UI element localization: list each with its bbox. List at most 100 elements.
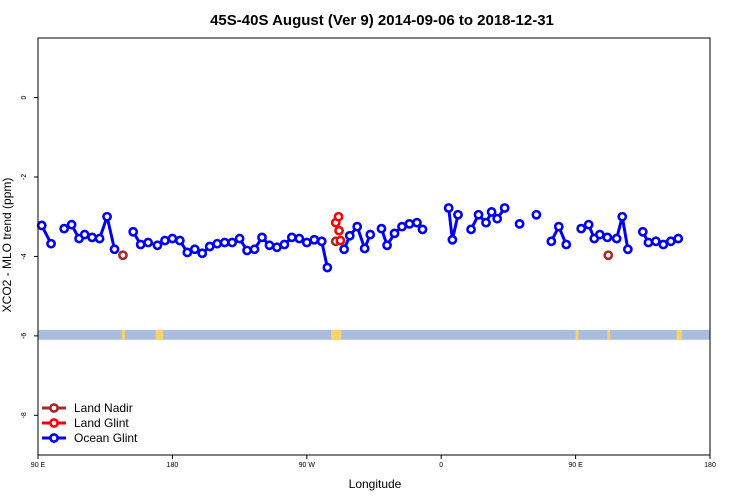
data-point <box>294 233 305 244</box>
legend-swatch-marker <box>49 403 59 413</box>
y-tick-label: -2 <box>21 174 28 180</box>
data-point <box>234 233 245 244</box>
plot-frame <box>37 37 711 456</box>
data-point <box>344 230 355 241</box>
data-point <box>637 226 648 237</box>
data-point <box>650 236 661 247</box>
land-segment <box>155 329 164 340</box>
data-point <box>404 218 415 229</box>
data-point <box>594 229 605 240</box>
y-tick-label: -8 <box>21 412 28 418</box>
legend-item: Ocean Glint <box>42 431 138 445</box>
data-point <box>272 242 282 253</box>
data-point <box>473 209 484 220</box>
data-point <box>365 229 376 240</box>
y-axis: 0 -2 -4 -6 -8 <box>21 96 38 418</box>
data-point <box>602 232 613 243</box>
data-point <box>279 239 290 250</box>
data-point <box>135 239 146 250</box>
x-tick-label: 90 W <box>299 462 316 469</box>
x-tick-label: 180 <box>167 462 179 469</box>
data-point <box>453 209 463 220</box>
data-point <box>204 241 215 252</box>
data-point <box>160 235 170 246</box>
data-point <box>622 244 633 255</box>
data-point <box>412 217 422 228</box>
data-point <box>94 233 105 244</box>
land-segment <box>122 329 125 340</box>
x-tick-label: 90 E <box>568 462 583 469</box>
data-point <box>109 244 120 255</box>
data-point <box>389 228 400 239</box>
y-tick-label: 0 <box>21 96 28 100</box>
chart-title: 45S-40S August (Ver 9) 2014-09-06 to 201… <box>210 12 554 29</box>
data-point <box>182 247 193 258</box>
legend-swatch-marker <box>49 418 59 428</box>
data-point <box>481 217 491 228</box>
data-point <box>264 240 275 251</box>
data-point <box>322 262 333 273</box>
data-point <box>617 211 628 222</box>
data-point <box>359 243 370 254</box>
legend-swatch-marker <box>49 433 59 443</box>
x-axis: 90 E 180 90 W 0 90 E 180 <box>31 455 716 469</box>
data-point <box>102 211 112 222</box>
data-point <box>499 203 510 213</box>
data-point <box>443 203 454 213</box>
series-layer <box>36 203 684 273</box>
data-point <box>46 238 56 249</box>
legend-item: Land Nadir <box>42 401 133 415</box>
land-segment <box>607 329 611 340</box>
data-point <box>382 240 392 251</box>
data-point <box>658 239 669 250</box>
data-point <box>197 248 208 259</box>
data-point <box>466 224 476 235</box>
data-point <box>335 235 346 246</box>
data-point <box>492 213 503 224</box>
land-ocean-band <box>38 329 710 340</box>
y-axis-label: XCO2 - MLO trend (ppm) <box>0 178 14 313</box>
data-point <box>531 209 542 220</box>
data-point <box>611 233 622 244</box>
data-point <box>316 236 327 247</box>
data-point <box>36 220 47 231</box>
data-point <box>376 223 387 234</box>
data-point <box>576 223 587 234</box>
data-point <box>174 235 185 246</box>
data-point <box>118 250 128 261</box>
data-point <box>417 224 428 235</box>
data-point <box>286 232 297 243</box>
data-point <box>309 234 320 245</box>
x-tick-label: 0 <box>439 462 443 469</box>
data-point <box>339 244 350 255</box>
data-point <box>87 232 98 243</box>
data-point <box>553 221 564 232</box>
data-point <box>643 237 654 248</box>
data-point <box>673 233 684 244</box>
data-point <box>397 221 407 232</box>
data-point <box>79 229 90 240</box>
data-point <box>227 237 238 248</box>
legend-label: Land Glint <box>74 416 129 430</box>
data-point <box>603 250 614 261</box>
data-point <box>301 237 312 248</box>
data-point <box>257 232 267 243</box>
data-point <box>219 237 230 248</box>
y-tick-label: -4 <box>21 253 28 259</box>
data-point <box>334 225 344 236</box>
land-segment <box>676 329 682 340</box>
legend-item: Land Glint <box>42 416 129 430</box>
data-point <box>189 244 200 255</box>
land-segment <box>575 329 579 340</box>
data-point <box>352 221 363 232</box>
x-tick-label: 180 <box>704 462 716 469</box>
land-segment <box>331 329 342 340</box>
data-point <box>665 236 676 247</box>
data-point <box>447 234 458 245</box>
data-point <box>66 219 77 230</box>
data-point <box>128 226 139 237</box>
y-tick-label: -6 <box>21 333 28 339</box>
legend-label: Ocean Glint <box>74 431 138 445</box>
